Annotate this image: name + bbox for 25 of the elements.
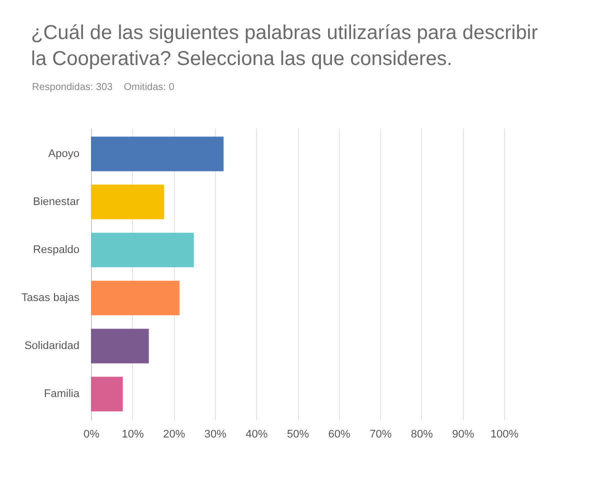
y-tick-label: Tasas bajas: [21, 292, 80, 304]
y-tick-label: Bienestar: [33, 196, 80, 208]
x-tick-label: 80%: [410, 428, 434, 440]
bar: [91, 376, 123, 412]
chart-subtitle: Respondidas: 303 Omitidas: 0: [32, 82, 174, 93]
bar: [91, 232, 194, 268]
y-tick-label: Solidaridad: [24, 340, 80, 352]
x-tick-label: 10%: [122, 428, 144, 440]
x-tick-label: 50%: [286, 428, 310, 440]
chart-title: ¿Cuál de las siguientes palabras utilizarías para describir la Cooperativa? Selecciona las que consideres.: [31, 21, 539, 72]
bar: [91, 280, 180, 316]
y-tick-label: Apoyo: [48, 148, 80, 160]
x-tick-label: 70%: [370, 428, 392, 440]
bar: [91, 136, 224, 172]
x-tick-label: 100%: [490, 428, 519, 440]
y-tick-label: Familia: [44, 388, 80, 400]
x-tick-label: 90%: [452, 428, 474, 440]
x-tick-label: 60%: [328, 428, 351, 440]
bar: [91, 184, 164, 220]
x-tick-label: 40%: [246, 428, 268, 440]
x-tick-label: 20%: [163, 428, 186, 440]
x-tick-label: 30%: [204, 428, 227, 440]
bar: [91, 328, 149, 364]
y-tick-label: Respaldo: [33, 244, 80, 256]
x-tick-label: 0%: [84, 428, 100, 440]
